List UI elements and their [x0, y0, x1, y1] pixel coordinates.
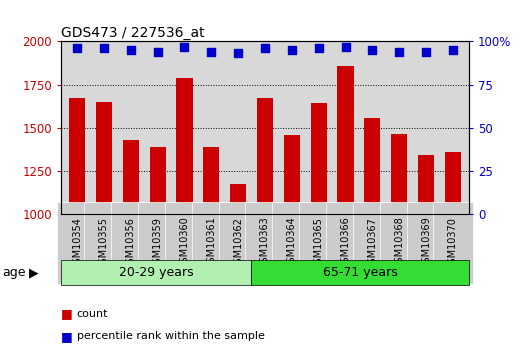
Point: [288, 47, 296, 53]
Text: ■: ■: [61, 330, 73, 343]
Point: [395, 49, 403, 55]
Text: GSM10369: GSM10369: [421, 217, 431, 269]
Point: [100, 46, 108, 51]
Text: GSM10354: GSM10354: [72, 217, 82, 269]
Bar: [176, 78, 192, 214]
Text: GSM10359: GSM10359: [153, 217, 163, 269]
Point: [234, 51, 242, 56]
Text: GSM10366: GSM10366: [341, 217, 350, 269]
Text: count: count: [77, 309, 108, 319]
Point: [73, 46, 81, 51]
Point: [207, 49, 216, 55]
Bar: [364, 118, 381, 214]
Text: GSM10355: GSM10355: [99, 217, 109, 270]
Bar: [257, 98, 273, 214]
Bar: [203, 148, 219, 214]
Point: [368, 47, 377, 53]
Point: [127, 47, 135, 53]
Text: GSM10363: GSM10363: [260, 217, 270, 269]
Text: GSM10361: GSM10361: [206, 217, 216, 269]
Bar: [418, 155, 434, 214]
Point: [180, 44, 189, 49]
Bar: [284, 135, 300, 214]
Text: GDS473 / 227536_at: GDS473 / 227536_at: [61, 26, 205, 40]
Bar: [338, 66, 354, 214]
Text: percentile rank within the sample: percentile rank within the sample: [77, 332, 264, 341]
Text: GSM10370: GSM10370: [448, 217, 458, 269]
Point: [153, 49, 162, 55]
Bar: [445, 152, 461, 214]
Text: GSM10368: GSM10368: [394, 217, 404, 269]
Bar: [149, 147, 166, 214]
Text: GSM10362: GSM10362: [233, 217, 243, 269]
Bar: [69, 98, 85, 214]
Bar: [230, 184, 246, 214]
Bar: [123, 140, 139, 214]
Bar: [311, 103, 327, 214]
Text: GSM10360: GSM10360: [180, 217, 189, 269]
Text: GSM10365: GSM10365: [314, 217, 324, 269]
Text: GSM10364: GSM10364: [287, 217, 297, 269]
Text: 65-71 years: 65-71 years: [323, 266, 398, 279]
Bar: [391, 134, 407, 214]
Text: 20-29 years: 20-29 years: [119, 266, 193, 279]
Text: GSM10367: GSM10367: [367, 217, 377, 269]
Bar: [96, 102, 112, 214]
Text: ■: ■: [61, 307, 73, 321]
Text: ▶: ▶: [29, 266, 39, 279]
Point: [261, 46, 269, 51]
Point: [314, 46, 323, 51]
Point: [449, 47, 457, 53]
Point: [422, 49, 430, 55]
Text: GSM10356: GSM10356: [126, 217, 136, 269]
Text: age: age: [3, 266, 26, 279]
Point: [341, 44, 350, 49]
